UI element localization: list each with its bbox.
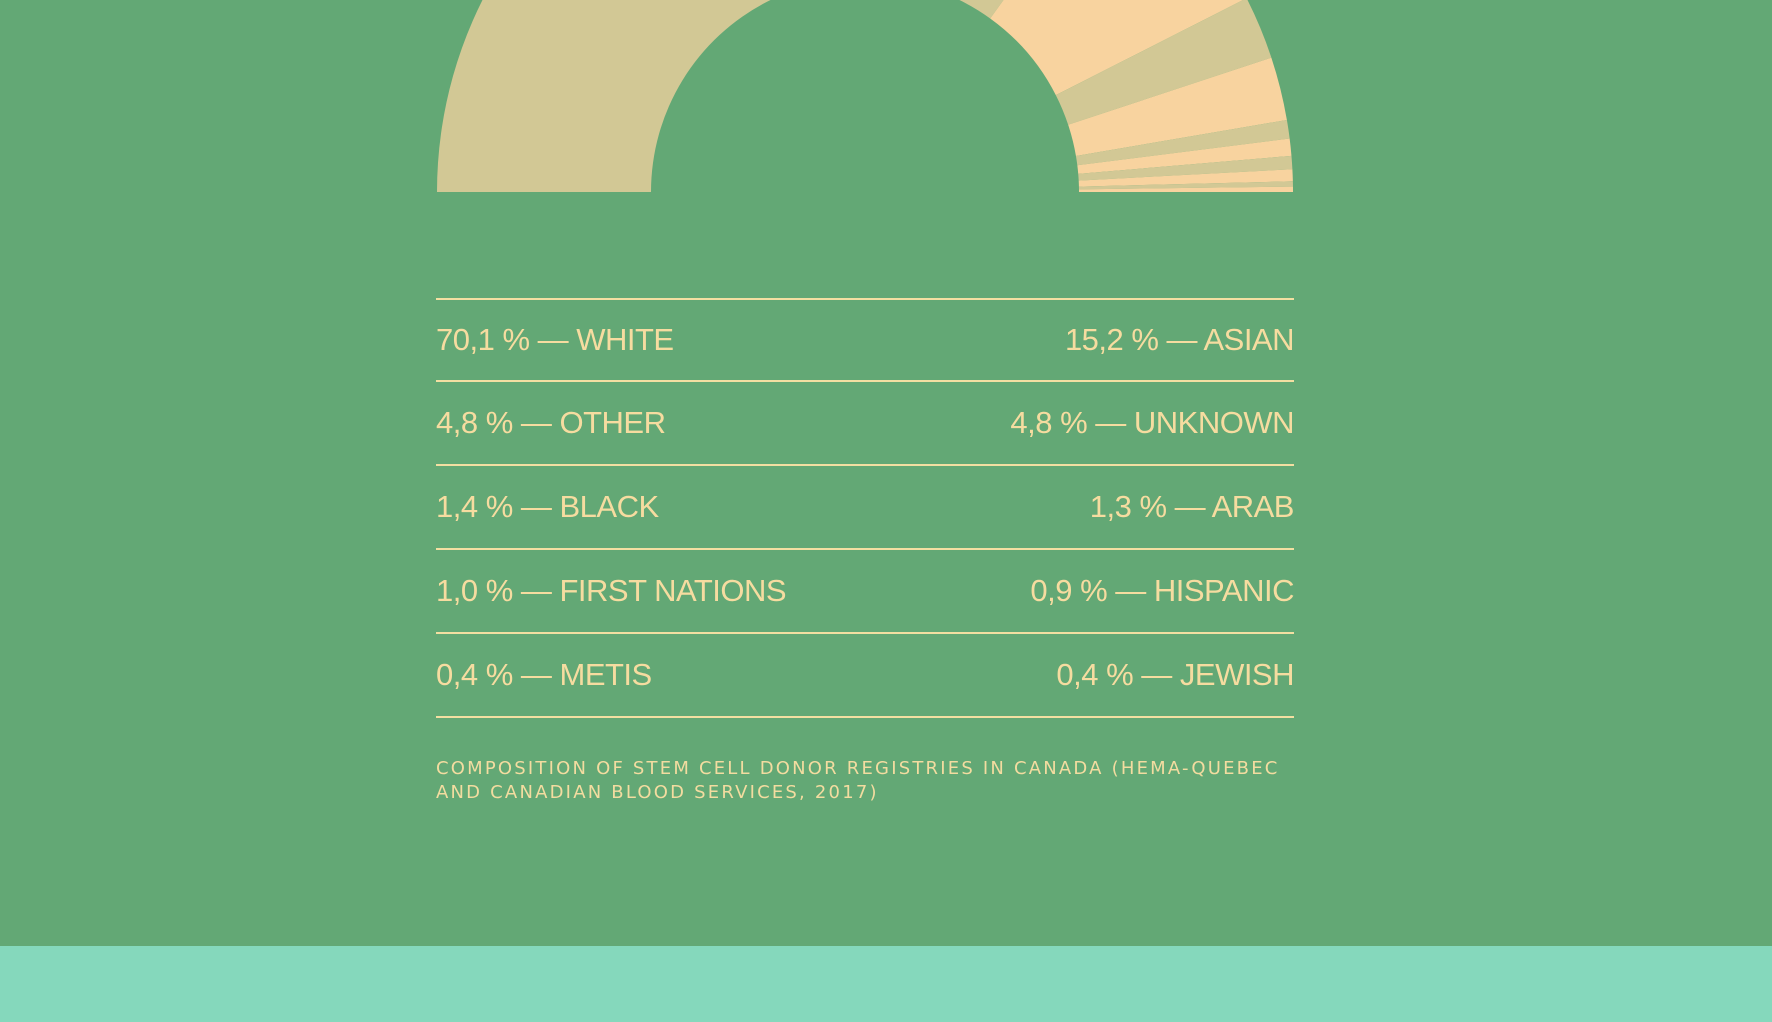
- half-donut-chart: [437, 0, 1293, 192]
- legend-row: 1,0 % — FIRST NATIONS 0,9 % — HISPANIC: [436, 550, 1294, 634]
- legend-item-metis: 0,4 % — METIS: [436, 657, 652, 692]
- slice-black: [1075, 119, 1290, 166]
- chart-caption: COMPOSITION OF STEM CELL DONOR REGISTRIE…: [436, 758, 1280, 803]
- slice-hispanic: [1078, 169, 1293, 187]
- legend-item-first-nations: 1,0 % — FIRST NATIONS: [436, 573, 787, 608]
- legend-row: 1,4 % — BLACK 1,3 % — ARAB: [436, 466, 1295, 550]
- legend-item-white: 70,1 % — WHITE: [436, 322, 674, 357]
- slice-first-nations: [1078, 155, 1293, 181]
- slice-asian: [990, 0, 1244, 96]
- legend-item-hispanic: 0,9 % — HISPANIC: [1030, 573, 1294, 608]
- slice-white: [437, 0, 1004, 192]
- legend-row: 70,1 % — WHITE 15,2 % — ASIAN: [436, 298, 1295, 382]
- slice-jewish: [1078, 186, 1293, 192]
- legend-row: 0,4 % — METIS 0,4 % — JEWISH: [436, 634, 1294, 718]
- legend-item-unknown: 4,8 % — UNKNOWN: [1010, 405, 1294, 440]
- legend: 70,1 % — WHITE 15,2 % — ASIAN 4,8 % — OT…: [436, 298, 1295, 718]
- footer-band: [0, 946, 1772, 1022]
- slice-unknown: [1068, 57, 1287, 156]
- legend-item-black: 1,4 % — BLACK: [436, 489, 659, 524]
- legend-item-arab: 1,3 % — ARAB: [1089, 489, 1295, 524]
- legend-item-asian: 15,2 % — ASIAN: [1064, 322, 1295, 357]
- slice-metis: [1078, 181, 1293, 190]
- legend-item-jewish: 0,4 % — JEWISH: [1056, 657, 1294, 692]
- slice-other: [1055, 0, 1272, 125]
- legend-item-other: 4,8 % — OTHER: [436, 405, 666, 440]
- slice-arab: [1077, 138, 1292, 174]
- legend-row: 4,8 % — OTHER 4,8 % — UNKNOWN: [436, 382, 1294, 466]
- donut-slices: [437, 0, 1293, 192]
